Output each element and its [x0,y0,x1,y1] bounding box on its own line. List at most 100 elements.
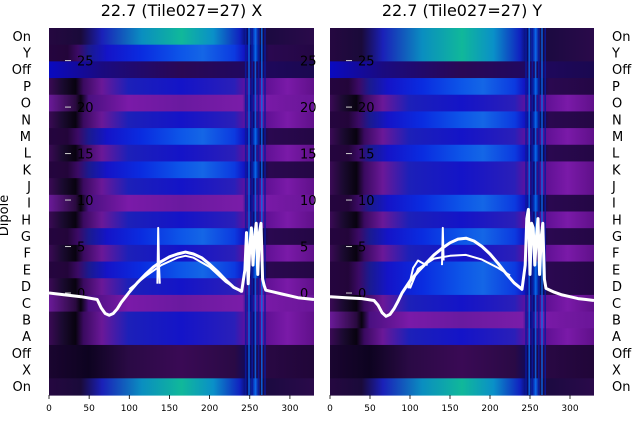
flag-line [534,28,537,395]
heatmap-row-b [49,311,314,329]
overlay-series-line [48,221,315,317]
x-tick-label: 100 [121,404,138,414]
dipole-tick-label: I [27,197,31,212]
dipole-tick-label: On [612,380,630,395]
heatmap-row-e [49,261,314,279]
dipole-tick-label: O [612,97,622,112]
overlay-tick-label: 10 [358,194,375,209]
heatmap-row-off [330,61,594,79]
dipole-tick-label: Off [12,347,32,362]
overlay-series-line [407,259,428,289]
x-tick-label: 200 [201,404,218,414]
overlay-tick-label: 25 [358,55,375,70]
overlay-series-line [441,226,445,266]
dipole-tick-label: L [24,147,32,162]
flag-line [544,28,546,395]
dipole-tick-label: H [612,213,622,228]
heatmap-row-y [49,44,314,62]
heatmap-row-p [49,78,314,96]
dipole-tick-label: J [611,180,616,195]
flag-line [248,28,250,395]
dipole-tick-label: G [612,230,622,245]
heatmap-row-on [330,28,594,46]
dipole-tick-label: X [22,364,31,379]
flag-line [264,28,266,395]
x-tick-label: 200 [481,404,498,414]
dipole-tick-label: G [21,230,31,245]
heatmap-row-g [49,228,314,246]
heatmap-row-a [330,328,594,346]
heatmap-row-n [49,111,314,129]
dipole-tick-label: H [21,213,31,228]
overlay-series-line [329,207,595,318]
dipole-tick-label: B [612,313,621,328]
dipole-tick-label: F [24,247,31,262]
overlay-tick-label: 0 [77,287,85,302]
dipole-tick-label: Y [22,47,31,62]
heatmap-row-n [330,111,594,129]
heatmap-row-on [49,28,314,46]
heatmap-row-c [330,294,594,313]
dipole-tick-label: L [612,147,620,162]
x-tick-label: 250 [241,404,258,414]
x-tick-label: 300 [561,404,578,414]
heatmap-row-f [330,244,594,263]
heatmap-row-j [330,178,594,196]
overlay-tick-label: 20 [77,101,94,116]
dipole-tick-label: P [23,80,31,95]
heatmap-row-x [49,361,314,379]
overlay-tick-label: 5 [77,241,85,256]
overlay-tick-label: 10 [77,194,94,209]
dipole-tick-label: C [612,297,621,312]
dipole-tick-label: Y [611,47,620,62]
heatmap-row-k [49,161,314,179]
heatmap-row-j [49,178,314,196]
dipole-tick-label: N [612,113,622,128]
x-tick-label: 150 [161,404,178,414]
x-tick-label: 0 [46,404,52,414]
heatmap-row-l [330,144,594,163]
heatmap-row-h [330,211,594,229]
flag-line [525,28,527,395]
heatmap-row-o [330,94,594,113]
x-tick-label: 50 [83,404,95,414]
overlay-tick-label: 20 [300,101,317,116]
heatmap-panel-1: 22.7 (Tile027=27) XOnYOffPONMLKJIHGFEDCB… [0,1,317,414]
dipole-tick-label: P [612,80,620,95]
dipole-tick-label: C [22,297,31,312]
flag-line [531,28,534,395]
dipole-tick-label: K [22,163,31,178]
flag-line [244,28,247,395]
dipole-tick-label: X [612,364,621,379]
heatmap-row-m [330,128,594,146]
heatmap-panel-2: 22.7 (Tile027=27) YOnYOffPONMLKJIHGFEDCB… [327,1,632,414]
heatmap-row-c [49,294,314,313]
panel-title: 22.7 (Tile027=27) X [101,1,263,20]
dipole-tick-label: A [22,330,31,345]
heatmap-row-off [49,344,314,363]
dipole-tick-label: K [612,163,621,178]
flag-line [257,28,260,395]
dipole-tick-label: N [21,113,31,128]
overlay-tick-label: 15 [77,148,94,163]
heatmap-row-on [49,378,314,396]
flag-line [541,28,543,395]
dipole-tick-label: E [23,263,31,278]
heatmap-row-l [49,144,314,163]
x-tick-label: 300 [281,404,298,414]
heatmap-row-x [330,361,594,379]
x-tick-label: 50 [364,404,376,414]
dipole-tick-label: On [13,380,31,395]
heatmap-row-off [330,344,594,363]
overlay-tick-label: 5 [358,241,366,256]
heatmap-row-d [330,278,594,296]
overlay-tick-label: 25 [300,55,317,70]
overlay-tick-label: 15 [300,148,317,163]
dipole-tick-label: M [612,130,623,145]
panel-title: 22.7 (Tile027=27) Y [382,1,543,20]
dipole-tick-label: D [21,280,31,295]
heatmap-row-k [330,161,594,179]
dipole-tick-label: J [26,180,31,195]
x-tick-label: 100 [401,404,418,414]
dipole-tick-label: Off [612,347,632,362]
